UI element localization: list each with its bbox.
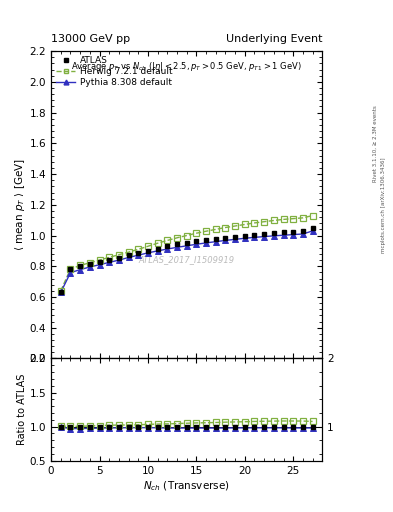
Text: Average $p_T$ vs $N_{ch}$ ($|\eta| < 2.5, p_T > 0.5$ GeV, $p_{T1} > 1$ GeV): Average $p_T$ vs $N_{ch}$ ($|\eta| < 2.5… (71, 60, 302, 73)
Text: Rivet 3.1.10, ≥ 2.3M events: Rivet 3.1.10, ≥ 2.3M events (373, 105, 378, 182)
Y-axis label: $\langle$ mean $p_T$ $\rangle$ [GeV]: $\langle$ mean $p_T$ $\rangle$ [GeV] (13, 158, 27, 251)
Legend: ATLAS, Herwig 7.2.1 default, Pythia 8.308 default: ATLAS, Herwig 7.2.1 default, Pythia 8.30… (54, 54, 174, 89)
Text: Underlying Event: Underlying Event (226, 33, 322, 44)
Text: 13000 GeV pp: 13000 GeV pp (51, 33, 130, 44)
Y-axis label: Ratio to ATLAS: Ratio to ATLAS (17, 374, 27, 445)
X-axis label: $N_{ch}$ (Transverse): $N_{ch}$ (Transverse) (143, 480, 230, 494)
Text: ATLAS_2017_I1509919: ATLAS_2017_I1509919 (139, 255, 235, 265)
Text: mcplots.cern.ch [arXiv:1306.3436]: mcplots.cern.ch [arXiv:1306.3436] (381, 157, 386, 252)
